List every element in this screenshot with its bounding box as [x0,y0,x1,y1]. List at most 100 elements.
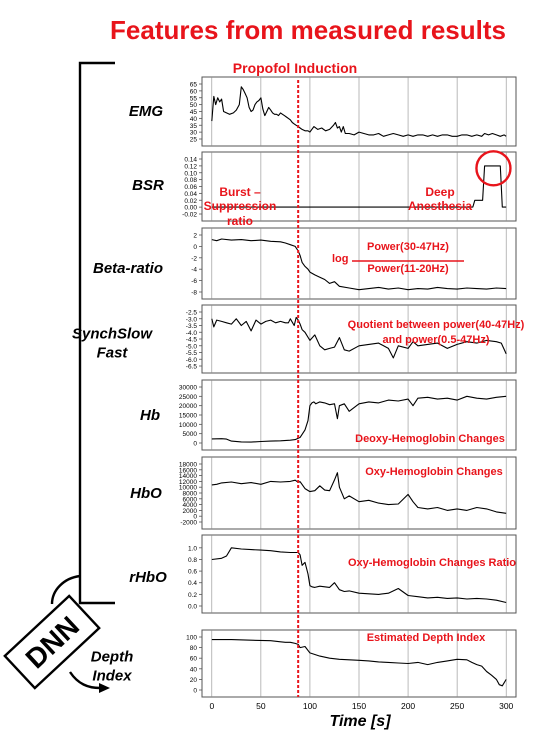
y-tick-label: 25 [190,137,198,144]
y-tick-label: -6 [191,278,197,285]
y-tick-label: -4.5 [186,337,198,344]
y-tick-label: 18000 [179,462,197,469]
y-tick-label: 4000 [183,502,198,509]
y-tick-label: 45 [190,109,198,116]
y-tick-label: 0 [193,244,197,251]
y-tick-label: 5000 [183,431,198,438]
annotation: and power(0.5-47Hz) [383,334,490,346]
series-line-synchslow-fast [211,316,507,359]
panel-label: EMG [129,103,164,120]
y-tick-label: 16000 [179,467,197,474]
y-tick-label: 0.10 [184,170,197,177]
y-tick-label: 0.6 [188,569,197,576]
y-tick-label: 0.2 [188,592,197,599]
y-tick-label: 10000 [179,485,197,492]
y-tick-label: 60 [190,88,198,95]
y-tick-label: 35 [190,123,198,130]
y-tick-label: -3.5 [186,323,198,330]
y-tick-label: -6.0 [186,357,198,364]
panel-hb: 30000 25000 20000 15000 10000 5000 0 Hb Deoxy-He… [140,379,517,451]
y-tick-label: 80 [190,645,198,652]
y-tick-label: 0 [193,514,197,521]
y-tick-label: 12000 [179,479,197,486]
y-tick-label: 100 [186,635,197,642]
y-tick-label: 2 [193,233,197,240]
series-line-beta-ratio [211,238,507,291]
y-tick-label: 0 [193,441,197,448]
deep-anesthesia-circle [475,150,512,187]
induction-label: Propofol Induction [233,60,357,76]
y-tick-label: 25000 [179,394,197,401]
y-tick-label: 50 [190,102,198,109]
annotation: Deep [425,185,454,199]
y-tick-label: 65 [190,82,198,89]
annotation: Power(11-20Hz) [367,263,449,275]
figure-title: Features from measured results [110,15,506,45]
annotation: Deoxy-Hemoglobin Changes [355,433,505,445]
y-tick-label: 0.02 [184,198,197,205]
annotation: Quotient between power(40-47Hz) [348,319,525,331]
x-tick-label: 100 [303,701,317,711]
series-line-depth-index [211,639,507,687]
y-tick-label: 0.00 [184,205,197,212]
panel-label: BSR [132,177,164,194]
y-tick-label: 60 [190,656,198,663]
panel-label: Index [92,668,132,685]
x-tick-label: 250 [450,701,464,711]
y-tick-label: 8000 [183,491,198,498]
x-tick-label: 0 [209,701,214,711]
y-tick-label: -4 [191,267,197,274]
annotation: Suppression [204,199,277,213]
annotation: Anesthesia [408,199,472,213]
y-tick-label: -2 [191,255,197,262]
y-tick-label: -3.0 [186,316,198,323]
y-tick-label: 0.8 [188,557,197,564]
y-tick-label: 0.14 [184,157,197,164]
y-tick-label: 0.4 [188,580,197,587]
annotation: Oxy-Hemoglobin Changes Ratio [348,557,516,569]
y-tick-label: 40 [190,666,198,673]
dnn-output-arrow [69,671,110,693]
panel-hbo: 1800016000140001200010000800060004000200… [130,456,517,530]
series-line-bsr [211,165,507,208]
panel-label: Depth [91,649,134,666]
panel-label: HbO [130,485,162,502]
annotation: ratio [227,214,253,228]
y-tick-label: -0.02 [182,212,197,219]
y-tick-label: -2000 [180,520,197,527]
y-tick-label: 30 [190,130,198,137]
y-tick-label: 2000 [183,508,198,515]
panel-label: SynchSlow [72,326,153,343]
y-tick-label: -6.5 [186,364,198,371]
series-line-hb [211,395,507,443]
panel-rhbo: 1.0 0.8 0.6 0.4 0.2 0.0 rHbO Oxy-Hemoglobin Cha… [129,534,517,614]
y-tick-label: 10000 [179,422,197,429]
x-tick-label: 50 [256,701,266,711]
x-tick-label: 200 [401,701,415,711]
y-tick-label: 0.12 [184,163,197,170]
y-tick-label: 20 [190,677,198,684]
dnn-box: DNN [3,594,101,690]
y-tick-label: 40 [190,116,198,123]
y-tick-label: -5.5 [186,350,198,357]
y-tick-label: 0 [193,688,197,695]
panels: 656055504540353025EMG0.140.120.100.080.0… [72,76,525,711]
series-line-rhbo [211,547,507,604]
y-tick-label: -5.0 [186,343,198,350]
y-tick-label: 0.08 [184,177,197,184]
panel-label: Fast [97,345,129,362]
annotation: Oxy-Hemoglobin Changes [365,466,503,478]
panel-label: rHbO [129,569,167,586]
y-tick-label: 0.04 [184,191,197,198]
x-tick-label: 300 [499,701,513,711]
panel-label: Beta-ratio [93,260,163,277]
annotation: Power(30-47Hz) [367,241,449,253]
y-tick-label: 0.06 [184,184,197,191]
x-tick-label: 150 [352,701,366,711]
y-tick-label: 0.0 [188,604,197,611]
annotation: Estimated Depth Index [367,632,486,644]
panel-synchslow-fast: -2.5-3.0-3.5-4.0-4.5-5.0-5.5-6.0-6.5 Sync… [72,304,525,374]
